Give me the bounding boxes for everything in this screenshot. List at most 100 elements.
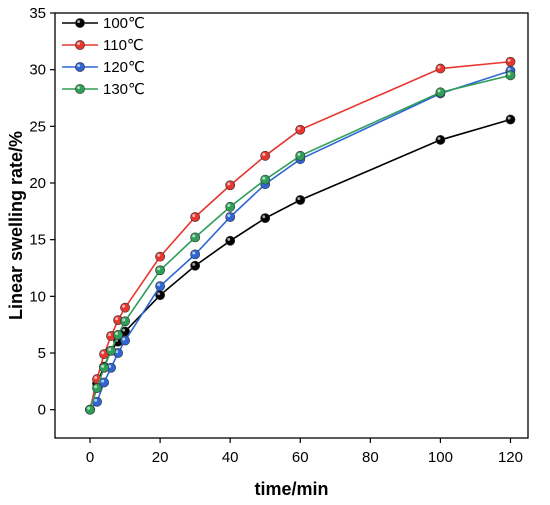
x-tick-label: 120 (498, 449, 523, 466)
plot-border (54, 12, 529, 439)
legend-label: 120℃ (103, 59, 145, 76)
legend: 100℃ 110℃ 120℃ 130℃ (62, 15, 145, 98)
series-line (89, 60, 511, 410)
y-tick-label: 0 (38, 402, 46, 419)
data-point-highlight (297, 152, 301, 156)
data-point-highlight (108, 364, 112, 368)
data-point-highlight (192, 234, 196, 238)
data-point (190, 212, 201, 222)
x-axis-title: time/min (254, 479, 328, 499)
series-2 (85, 65, 516, 415)
data-point-highlight (262, 215, 266, 219)
data-point (505, 56, 516, 67)
data-point (260, 150, 271, 161)
y-tick-label: 35 (29, 5, 46, 22)
data-point (120, 302, 130, 313)
legend-item: 120℃ (62, 59, 145, 76)
data-point-highlight (192, 262, 196, 266)
data-point-highlight (192, 251, 196, 255)
data-point (435, 135, 446, 145)
series-3 (85, 70, 516, 415)
data-point-highlight (157, 267, 161, 271)
data-point-highlight (437, 137, 441, 141)
y-axis-ticks: 0 5 10 15 20 25 30 35 (29, 5, 55, 419)
legend-marker-highlight (77, 20, 81, 24)
data-point-highlight (297, 197, 301, 201)
data-point-highlight (101, 351, 105, 355)
x-tick-label: 80 (362, 449, 379, 466)
legend-label: 110℃ (103, 37, 144, 54)
legend-marker-highlight (77, 64, 81, 68)
legend-marker (75, 84, 85, 94)
x-tick-label: 40 (222, 449, 239, 466)
data-point-highlight (115, 331, 119, 335)
data-point-highlight (122, 328, 126, 332)
data-point-highlight (122, 318, 126, 322)
data-point-highlight (115, 317, 119, 321)
data-point-highlight (87, 406, 91, 410)
legend-item: 130℃ (62, 81, 145, 98)
data-point (225, 180, 236, 191)
data-point (295, 124, 306, 135)
series-line (89, 70, 511, 411)
data-point-highlight (94, 385, 98, 389)
x-axis-ticks: 0 20 40 60 80 100 120 (86, 438, 523, 466)
y-tick-label: 15 (29, 232, 46, 249)
y-tick-label: 10 (29, 288, 46, 305)
data-point (155, 265, 166, 276)
data-point (260, 174, 271, 185)
data-point (155, 251, 166, 262)
legend-marker-highlight (77, 42, 81, 46)
data-point-highlight (507, 58, 511, 62)
x-tick-label: 60 (292, 449, 309, 466)
data-point (92, 383, 102, 394)
legend-label: 130℃ (103, 81, 145, 98)
data-point (190, 249, 201, 260)
legend-item: 100℃ (62, 15, 145, 32)
data-point-highlight (227, 237, 231, 241)
data-point (225, 235, 236, 246)
data-point (225, 201, 236, 212)
data-point (295, 195, 306, 205)
data-point (435, 63, 446, 74)
series-layer (85, 56, 516, 415)
data-point-highlight (157, 253, 161, 257)
legend-marker (75, 18, 85, 28)
data-point-highlight (507, 72, 511, 76)
legend-marker (75, 40, 85, 50)
data-point (505, 114, 516, 125)
data-point-highlight (101, 364, 105, 368)
x-tick-label: 100 (428, 449, 453, 466)
data-point-highlight (122, 337, 126, 341)
y-tick-label: 25 (29, 118, 46, 135)
data-point-highlight (507, 67, 511, 71)
data-point (99, 362, 109, 373)
legend-label: 100℃ (103, 15, 145, 32)
data-point (155, 281, 166, 292)
data-point-highlight (108, 333, 112, 337)
series-1 (85, 56, 516, 415)
data-point-highlight (101, 379, 105, 383)
data-point-highlight (227, 203, 231, 207)
data-point-highlight (437, 89, 441, 93)
data-point-highlight (227, 182, 231, 186)
data-point-highlight (122, 304, 126, 308)
data-point-highlight (157, 292, 161, 296)
y-tick-label: 20 (29, 175, 46, 192)
y-tick-label: 30 (29, 62, 46, 79)
data-point (85, 404, 95, 415)
legend-marker-highlight (77, 86, 81, 90)
data-point-highlight (297, 126, 301, 130)
data-point (295, 150, 306, 161)
data-point-highlight (157, 283, 161, 287)
plot-frame (54, 12, 529, 439)
data-point-highlight (94, 398, 98, 402)
data-point-highlight (192, 214, 196, 218)
data-point-highlight (262, 176, 266, 180)
data-point (190, 260, 201, 271)
data-point (435, 87, 446, 98)
legend-marker (75, 62, 85, 72)
data-point-highlight (108, 347, 112, 351)
data-point-highlight (227, 214, 231, 218)
